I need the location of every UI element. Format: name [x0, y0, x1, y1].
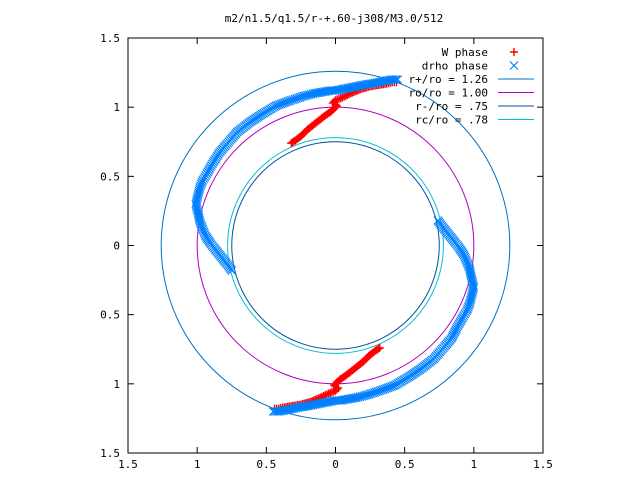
series-0-points	[270, 78, 401, 413]
data-point	[367, 79, 376, 89]
legend-label: r-/ro = .75	[415, 100, 488, 113]
data-point	[351, 81, 361, 91]
data-point	[372, 78, 382, 88]
data-point	[465, 266, 475, 276]
data-point	[346, 83, 356, 92]
x-tick-label: 1	[471, 458, 478, 471]
data-point	[318, 398, 328, 408]
y-tick-label: 1	[113, 101, 120, 114]
legend-label: W phase	[442, 46, 488, 59]
data-point	[320, 87, 330, 97]
y-tick-label: 0.5	[100, 309, 120, 322]
data-point	[343, 394, 353, 404]
data-point	[320, 398, 330, 407]
legend-swatch	[509, 61, 519, 70]
data-point	[391, 75, 401, 84]
y-tick-label: 1.5	[100, 447, 120, 460]
data-point	[308, 400, 318, 410]
data-point	[279, 406, 289, 415]
data-point	[389, 75, 399, 84]
data-point	[289, 403, 299, 413]
legend-swatch	[510, 48, 518, 56]
data-point	[291, 403, 301, 413]
x-tick-label: 0.5	[395, 458, 415, 471]
data-point	[268, 407, 278, 416]
data-point	[339, 84, 349, 94]
data-point	[343, 83, 353, 93]
data-point	[393, 75, 403, 84]
data-point	[377, 77, 387, 86]
data-point	[336, 85, 346, 94]
y-tick-label: 1	[113, 378, 120, 391]
data-point	[286, 404, 296, 414]
series-1-points	[191, 75, 479, 416]
data-point	[194, 214, 204, 223]
data-point	[375, 77, 385, 87]
data-point	[312, 399, 321, 409]
x-tick-label: 1	[194, 458, 201, 471]
legend-label: rc/ro = .78	[415, 114, 488, 127]
data-point	[341, 394, 351, 404]
x-tick-label: 0	[332, 458, 339, 471]
data-point	[368, 78, 378, 88]
x-tick-label: 0.5	[256, 458, 276, 471]
data-point	[373, 77, 383, 87]
data-point	[382, 76, 392, 85]
data-point	[272, 407, 282, 416]
data-point	[329, 396, 339, 406]
x-tick-label: 1.5	[533, 458, 553, 471]
data-point	[283, 405, 292, 415]
y-tick-label: 1.5	[100, 32, 120, 45]
data-point	[295, 402, 304, 412]
data-point	[195, 215, 205, 225]
circle-2	[160, 70, 511, 421]
data-point	[195, 217, 205, 227]
legend-label: r+/ro = 1.26	[409, 73, 488, 86]
data-point	[350, 82, 359, 92]
data-point	[325, 397, 335, 406]
x-tick-label: 1.5	[118, 458, 138, 471]
data-point	[317, 398, 327, 408]
data-point	[310, 400, 320, 410]
data-point	[344, 83, 354, 93]
data-point	[322, 397, 332, 407]
data-point	[337, 84, 347, 94]
data-point	[284, 405, 294, 414]
axes-ticks: 1.5 1 0.5 0 0.5 1 1.51.510.500.511.5	[100, 32, 553, 471]
data-point	[324, 397, 334, 407]
data-point	[465, 268, 475, 277]
data-point	[348, 82, 358, 92]
data-point	[270, 407, 280, 416]
y-tick-label: 0.5	[100, 170, 120, 183]
data-point	[353, 81, 363, 91]
data-point	[341, 84, 351, 93]
data-point	[194, 212, 204, 222]
data-marks	[191, 75, 479, 416]
data-point	[370, 78, 380, 88]
data-point	[281, 405, 291, 415]
data-point	[288, 404, 298, 414]
circle-4	[231, 141, 440, 350]
data-point	[466, 269, 476, 279]
data-point	[315, 399, 325, 408]
data-point	[318, 87, 328, 97]
data-point	[380, 76, 390, 86]
circle-3	[196, 106, 475, 385]
legend-label: ro/ro = 1.00	[409, 87, 488, 100]
data-point	[334, 85, 344, 95]
data-point	[465, 264, 475, 274]
chart-title: m2/n1.5/q1.5/r-+.60-j308/M3.0/512	[225, 12, 444, 25]
data-point	[293, 403, 303, 413]
data-point	[379, 76, 388, 86]
data-point	[331, 86, 340, 95]
circle-5	[227, 137, 444, 354]
data-point	[332, 85, 342, 95]
data-point	[327, 396, 337, 406]
data-point	[331, 396, 340, 405]
legend-label: drho phase	[422, 60, 488, 73]
y-tick-label: 0	[113, 240, 120, 253]
data-point	[313, 399, 323, 409]
